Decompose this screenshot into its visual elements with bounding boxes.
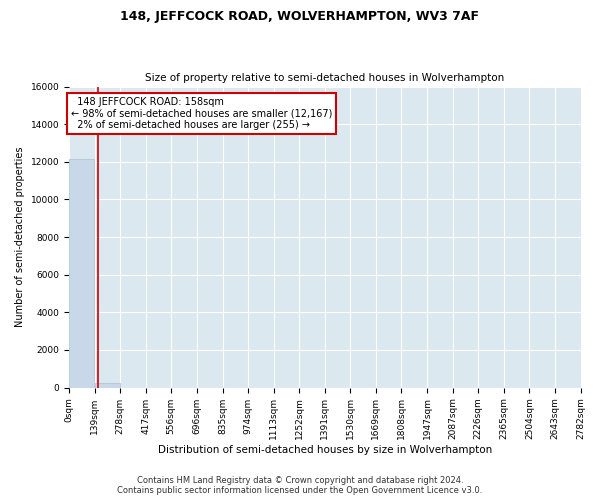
- Text: Contains HM Land Registry data © Crown copyright and database right 2024.
Contai: Contains HM Land Registry data © Crown c…: [118, 476, 482, 495]
- Title: Size of property relative to semi-detached houses in Wolverhampton: Size of property relative to semi-detach…: [145, 73, 505, 83]
- Bar: [69, 158, 94, 388]
- X-axis label: Distribution of semi-detached houses by size in Wolverhampton: Distribution of semi-detached houses by …: [158, 445, 492, 455]
- Text: 148, JEFFCOCK ROAD, WOLVERHAMPTON, WV3 7AF: 148, JEFFCOCK ROAD, WOLVERHAMPTON, WV3 7…: [121, 10, 479, 23]
- Bar: [95, 383, 120, 388]
- Text: 148 JEFFCOCK ROAD: 158sqm
← 98% of semi-detached houses are smaller (12,167)
  2: 148 JEFFCOCK ROAD: 158sqm ← 98% of semi-…: [71, 97, 332, 130]
- Y-axis label: Number of semi-detached properties: Number of semi-detached properties: [15, 147, 25, 328]
